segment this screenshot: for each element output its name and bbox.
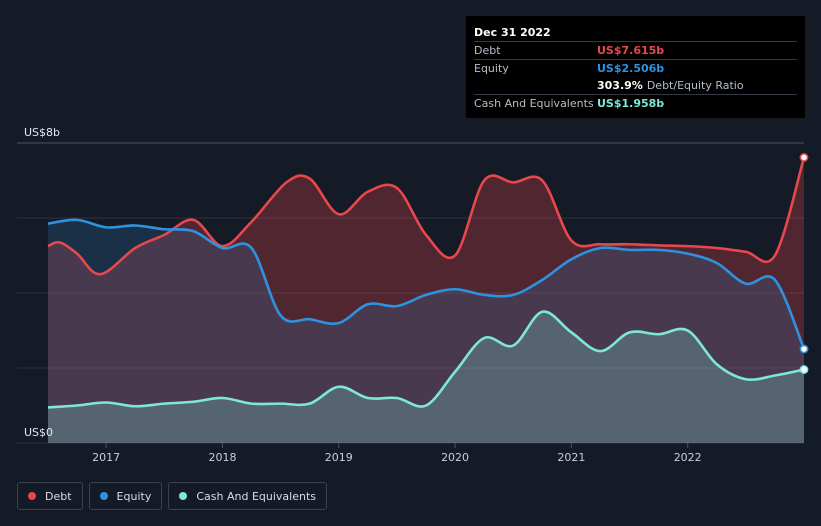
tooltip-date: Dec 31 2022 <box>474 26 551 39</box>
legend-label-debt: Debt <box>45 489 72 503</box>
equity-line <box>47 218 806 350</box>
tooltip-row-debt: Debt US$7.615b <box>474 41 797 59</box>
tooltip-row-cash: Cash And Equivalents US$1.958b <box>474 94 797 112</box>
tooltip-ratio-value: 303.9% <box>597 79 643 92</box>
legend-label-equity: Equity <box>116 489 152 503</box>
legend-item-equity[interactable]: Equity <box>88 482 163 510</box>
equity-area <box>48 219 804 443</box>
tooltip-equity-value: US$2.506b <box>597 62 665 75</box>
cash-and-equivalents-line <box>47 310 805 409</box>
x-tick-label: 2022 <box>674 451 702 464</box>
grid-lines <box>17 142 804 444</box>
x-tick-label: 2021 <box>557 451 585 464</box>
tooltip-equity-label: Equity <box>474 62 509 75</box>
tooltip-debt-value: US$7.615b <box>597 44 665 57</box>
series-lines <box>47 157 806 409</box>
equity-end-marker <box>799 344 809 354</box>
debt-end-marker <box>799 153 809 162</box>
chart-legend: Debt Equity Cash And Equivalents <box>17 482 327 510</box>
tooltip-ratio-label: Debt/Equity Ratio <box>646 79 744 92</box>
y-axis-max-label: US$8b <box>24 126 60 139</box>
legend-dot-cash <box>179 492 188 500</box>
cash-and-equivalents-end-marker <box>799 365 809 374</box>
tooltip-cash-label: Cash And Equivalents <box>474 97 594 110</box>
debt-line <box>47 157 806 276</box>
tooltip-cash-value: US$1.958b <box>597 97 665 110</box>
legend-dot-debt <box>28 492 36 500</box>
x-tick-label: 2018 <box>208 451 236 464</box>
tooltip-row-ratio: 303.9% Debt/Equity Ratio <box>474 77 797 94</box>
x-tick-label: 2020 <box>441 451 469 464</box>
series-areas <box>48 157 804 443</box>
legend-dot-equity <box>99 492 108 500</box>
legend-item-cash[interactable]: Cash And Equivalents <box>168 482 327 510</box>
y-axis-min-label: US$0 <box>24 426 53 439</box>
debt-area <box>48 157 804 443</box>
legend-item-debt[interactable]: Debt <box>17 482 83 510</box>
x-axis-ticks: 2017 2018 2019 2020 2021 2022 <box>92 443 702 464</box>
legend-label-cash: Cash And Equivalents <box>196 489 316 503</box>
tooltip-debt-label: Debt <box>474 44 501 57</box>
hover-tooltip: Dec 31 2022 Debt US$7.615b Equity US$2.5… <box>466 16 805 118</box>
x-tick-label: 2017 <box>92 451 120 464</box>
series-end-markers <box>799 153 809 374</box>
x-tick-label: 2019 <box>325 451 353 464</box>
tooltip-row-equity: Equity US$2.506b <box>474 59 797 77</box>
